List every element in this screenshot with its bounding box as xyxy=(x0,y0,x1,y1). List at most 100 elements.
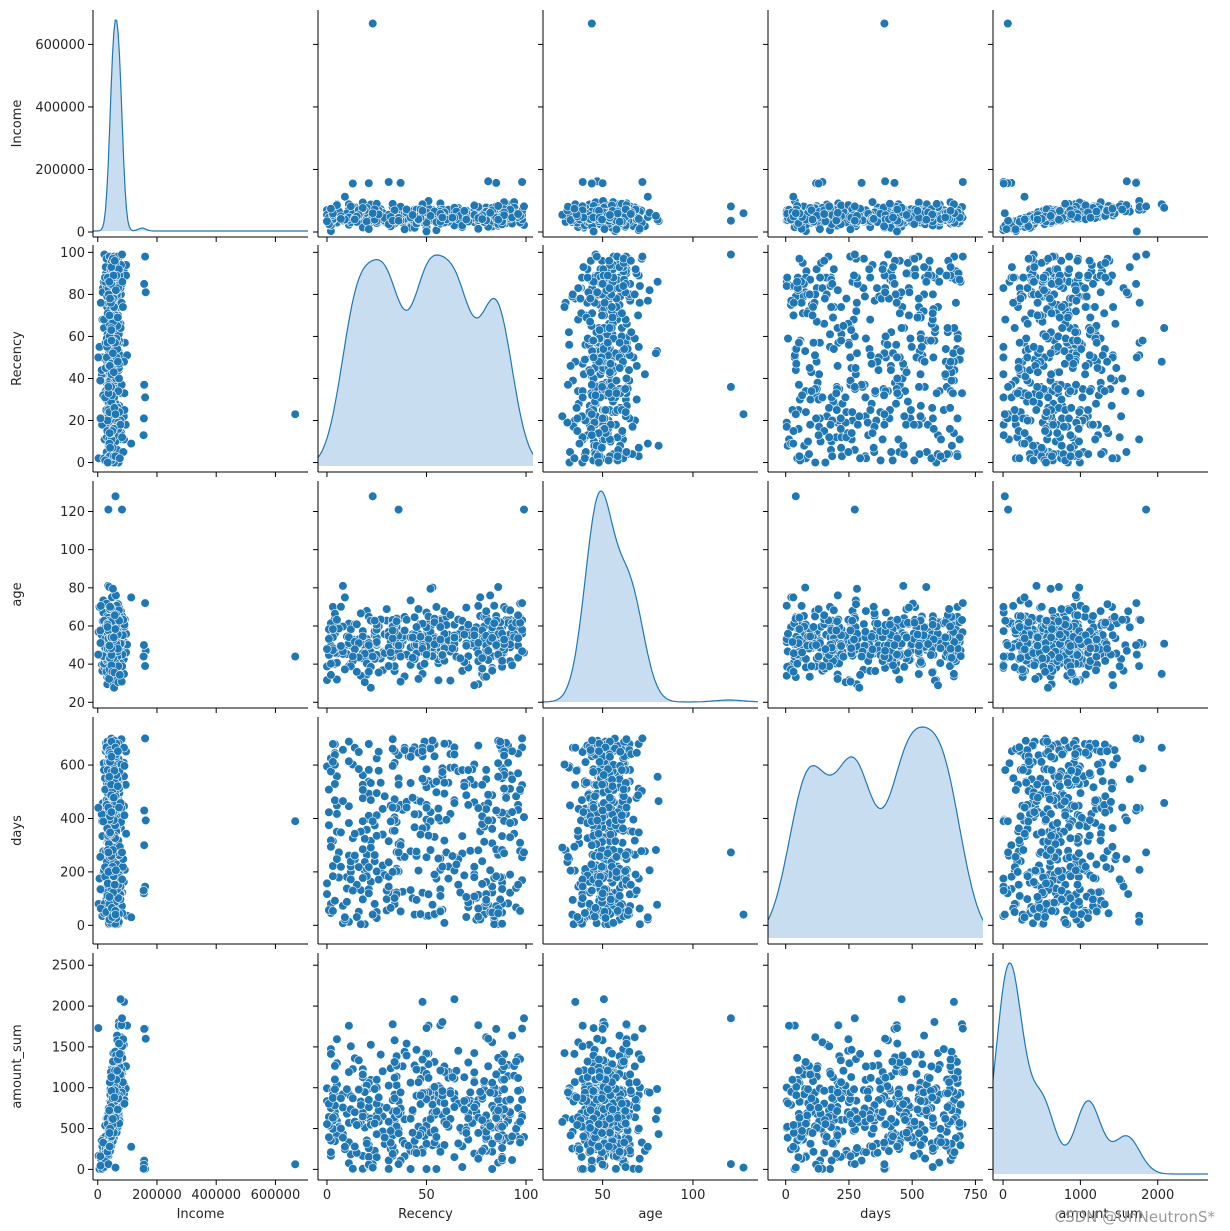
scatter-point xyxy=(117,505,127,515)
scatter-point xyxy=(352,667,362,677)
scatter-point xyxy=(914,294,924,304)
scatter-point xyxy=(573,283,583,293)
scatter-point xyxy=(1052,428,1062,438)
scatter-point xyxy=(829,264,839,274)
scatter-point xyxy=(791,491,801,501)
scatter-point xyxy=(926,650,936,660)
scatter-point xyxy=(103,382,113,392)
scatter-point xyxy=(425,211,436,221)
panel-Income-vs-Recency xyxy=(313,10,533,242)
scatter-point xyxy=(1131,279,1141,289)
scatter-point xyxy=(513,633,523,643)
scatter-point xyxy=(942,323,953,333)
scatter-point xyxy=(604,256,614,266)
scatter-point xyxy=(497,656,507,666)
scatter-point xyxy=(1059,422,1069,432)
scatter-point xyxy=(726,249,736,260)
scatter-point xyxy=(95,413,106,424)
scatter-point xyxy=(929,424,939,434)
scatter-point xyxy=(108,270,119,281)
scatter-point xyxy=(493,215,503,225)
scatter-point xyxy=(1065,386,1075,396)
panel-age-vs-days xyxy=(763,481,983,713)
scatter-point xyxy=(336,641,346,651)
scatter-point xyxy=(958,252,968,262)
scatter-point xyxy=(519,505,529,515)
scatter-point xyxy=(1098,350,1108,360)
scatter-point xyxy=(859,619,869,629)
scatter-point xyxy=(139,640,149,650)
scatter-point xyxy=(1043,254,1053,264)
scatter-point xyxy=(519,201,529,211)
scatter-point xyxy=(932,199,942,209)
y-tick-label: 0 xyxy=(77,225,85,240)
scatter-point xyxy=(782,601,792,611)
scatter-point xyxy=(927,403,937,413)
scatter-point xyxy=(1046,369,1056,379)
scatter-point xyxy=(726,216,736,226)
scatter-point xyxy=(806,386,817,396)
scatter-point xyxy=(1055,206,1065,216)
scatter-point xyxy=(1090,434,1100,445)
scatter-point xyxy=(95,638,106,648)
scatter-point xyxy=(921,277,931,287)
scatter-point xyxy=(352,619,362,629)
scatter-point xyxy=(585,317,595,327)
scatter-point xyxy=(924,256,935,266)
scatter-point xyxy=(850,382,860,392)
scatter-point xyxy=(945,644,956,654)
scatter-point xyxy=(791,409,801,419)
scatter-point xyxy=(105,443,115,453)
scatter-point xyxy=(879,390,889,400)
scatter-point xyxy=(846,325,856,335)
scatter-point xyxy=(892,352,902,363)
scatter-point xyxy=(368,18,378,29)
scatter-point xyxy=(1125,262,1135,272)
scatter-point xyxy=(893,434,904,445)
scatter-point xyxy=(370,616,380,626)
scatter-point xyxy=(635,224,645,234)
scatter-point xyxy=(394,216,404,226)
scatter-point xyxy=(794,380,804,390)
scatter-point xyxy=(1122,287,1132,297)
scatter-point xyxy=(792,659,802,669)
scatter-point xyxy=(587,380,597,390)
scatter-point xyxy=(1092,363,1103,373)
scatter-point xyxy=(833,590,843,601)
scatter-point xyxy=(813,430,824,440)
scatter-point xyxy=(928,413,938,424)
scatter-point xyxy=(1003,18,1013,29)
scatter-point xyxy=(957,388,967,398)
scatter-point xyxy=(1046,211,1056,221)
scatter-point xyxy=(1071,306,1081,316)
scatter-point xyxy=(867,197,878,207)
scatter-point xyxy=(435,622,446,632)
scatter-point xyxy=(565,361,576,371)
scatter-point xyxy=(946,653,957,663)
scatter-point xyxy=(565,447,575,457)
scatter-point xyxy=(1031,405,1041,415)
scatter-point xyxy=(904,310,914,321)
scatter-point xyxy=(587,430,597,440)
scatter-point xyxy=(340,664,350,675)
scatter-point xyxy=(891,340,901,350)
scatter-point xyxy=(861,606,871,616)
scatter-point xyxy=(1032,215,1043,225)
scatter-point xyxy=(491,640,501,650)
scatter-point xyxy=(356,608,366,619)
scatter-point xyxy=(634,214,644,224)
scatter-point xyxy=(578,262,589,272)
scatter-point xyxy=(892,204,902,215)
scatter-point xyxy=(632,361,642,371)
scatter-point xyxy=(892,226,902,236)
scatter-point xyxy=(459,629,469,640)
scatter-point xyxy=(831,625,841,636)
scatter-point xyxy=(605,359,616,369)
scatter-point xyxy=(1122,176,1132,186)
scatter-point xyxy=(594,325,605,335)
scatter-point xyxy=(1107,204,1117,214)
scatter-point xyxy=(861,333,871,344)
kde-fill-Recency xyxy=(318,255,533,466)
scatter-point xyxy=(597,413,608,424)
scatter-point xyxy=(840,392,851,403)
